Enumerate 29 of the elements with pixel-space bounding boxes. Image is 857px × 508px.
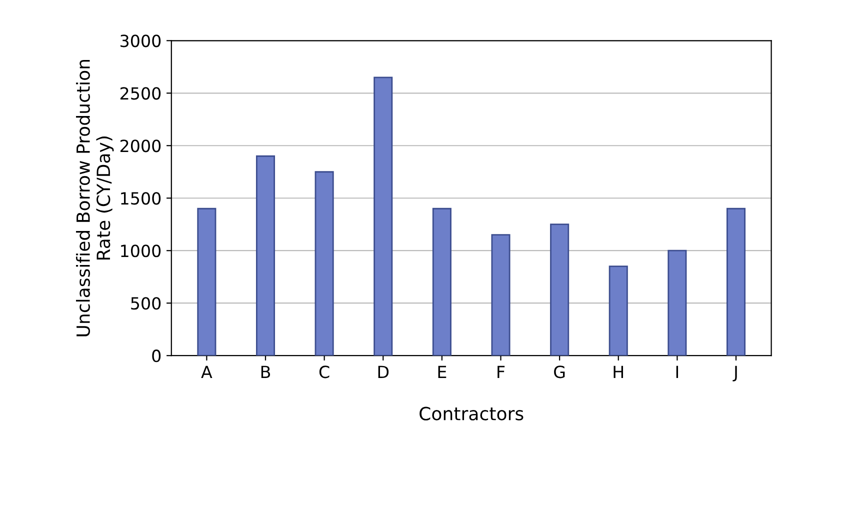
x-tick-label: J	[732, 366, 737, 382]
bar	[668, 250, 687, 356]
y-tick-label: 500	[131, 297, 161, 310]
bar	[432, 208, 452, 356]
x-tick-label: C	[319, 366, 330, 378]
x-axis-title: Contractors	[420, 406, 524, 420]
x-tick-label: A	[201, 366, 212, 378]
bar	[608, 266, 628, 356]
y-tick-label: 0	[152, 350, 161, 362]
bar	[726, 208, 746, 356]
x-tick-label: I	[676, 366, 678, 378]
bar	[314, 171, 334, 356]
x-tick-label: G	[554, 366, 565, 378]
y-axis-title: Unclassified Borrow Production Rate (CY/Day)	[76, 60, 114, 336]
bar	[491, 234, 510, 356]
bar	[550, 224, 570, 356]
x-tick-label: F	[498, 366, 505, 378]
y-tick-label: 3000	[120, 34, 161, 48]
bar	[197, 208, 216, 356]
y-tick-label: 1000	[121, 244, 161, 258]
y-tick-label: 2000	[120, 140, 161, 152]
bar	[256, 155, 276, 356]
x-tick-label: D	[378, 366, 389, 378]
bar	[374, 76, 393, 356]
x-tick-label: H	[614, 366, 624, 378]
x-tick-label: B	[261, 366, 270, 378]
y-tick-label: 2500	[120, 87, 161, 100]
y-tick-label: 1500	[121, 192, 161, 205]
x-tick-label: E	[438, 366, 446, 378]
